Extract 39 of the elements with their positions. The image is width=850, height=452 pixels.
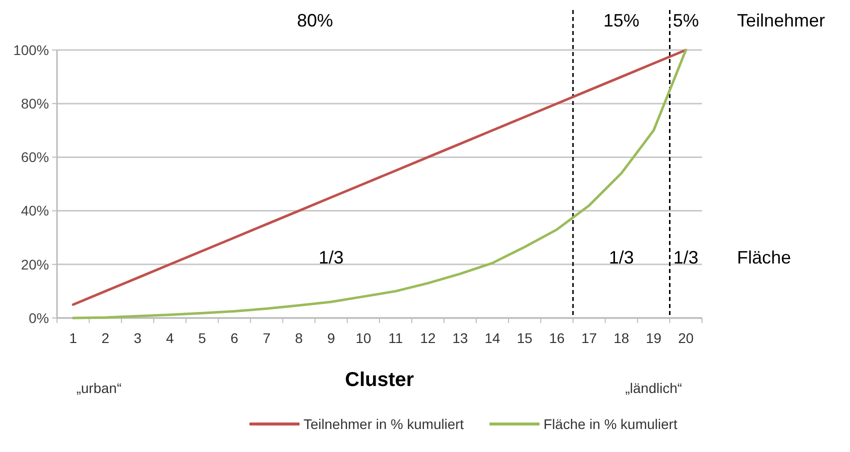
x-tick-label: 17 <box>581 330 598 346</box>
x-tick-label: 20 <box>678 330 694 346</box>
y-tick-label: 0% <box>28 310 49 326</box>
x-tick-label: 19 <box>646 330 662 346</box>
x-tick-label: 11 <box>388 330 404 346</box>
x-tick-label: 10 <box>356 330 372 346</box>
x-axis-title: Cluster <box>345 369 414 391</box>
annotation: 1/3 <box>318 247 344 268</box>
x-tick-label: 13 <box>452 330 468 346</box>
x-tick-label: 7 <box>262 330 271 346</box>
annotation: 1/3 <box>673 247 698 268</box>
y-tick-label: 80% <box>20 96 49 112</box>
x-tick-label: 4 <box>166 330 174 346</box>
legend-label: Teilnehmer in % kumuliert <box>304 416 464 432</box>
y-tick-label: 100% <box>13 42 49 58</box>
x-tick-label: 14 <box>484 330 500 346</box>
text: Fläche <box>737 247 792 268</box>
y-tick-label: 40% <box>20 202 49 219</box>
x-tick-label: 18 <box>614 330 630 346</box>
x-tick-label: 6 <box>230 330 238 346</box>
y-tick-label: 20% <box>20 256 49 272</box>
x-tick-label: 3 <box>134 330 142 346</box>
legend-label: Fläche in % kumuliert <box>544 416 678 432</box>
x-tick-label: 2 <box>101 330 110 346</box>
annotation: 1/3 <box>608 247 634 268</box>
x-tick-label: 15 <box>516 330 533 346</box>
x-tick-label: 1 <box>69 330 78 346</box>
text: „ländlich“ <box>625 380 682 396</box>
x-tick-label: 12 <box>420 330 436 346</box>
text: 15% <box>603 10 640 30</box>
text: „urban“ <box>76 380 122 396</box>
text: 5% <box>672 10 699 30</box>
text: Teilnehmer <box>737 10 826 30</box>
x-tick-label: 16 <box>549 330 565 346</box>
y-tick-label: 60% <box>20 149 49 166</box>
x-tick-label: 5 <box>198 330 206 346</box>
text: 80% <box>296 10 334 30</box>
x-tick-label: 8 <box>294 330 303 346</box>
x-tick-label: 9 <box>327 330 336 346</box>
